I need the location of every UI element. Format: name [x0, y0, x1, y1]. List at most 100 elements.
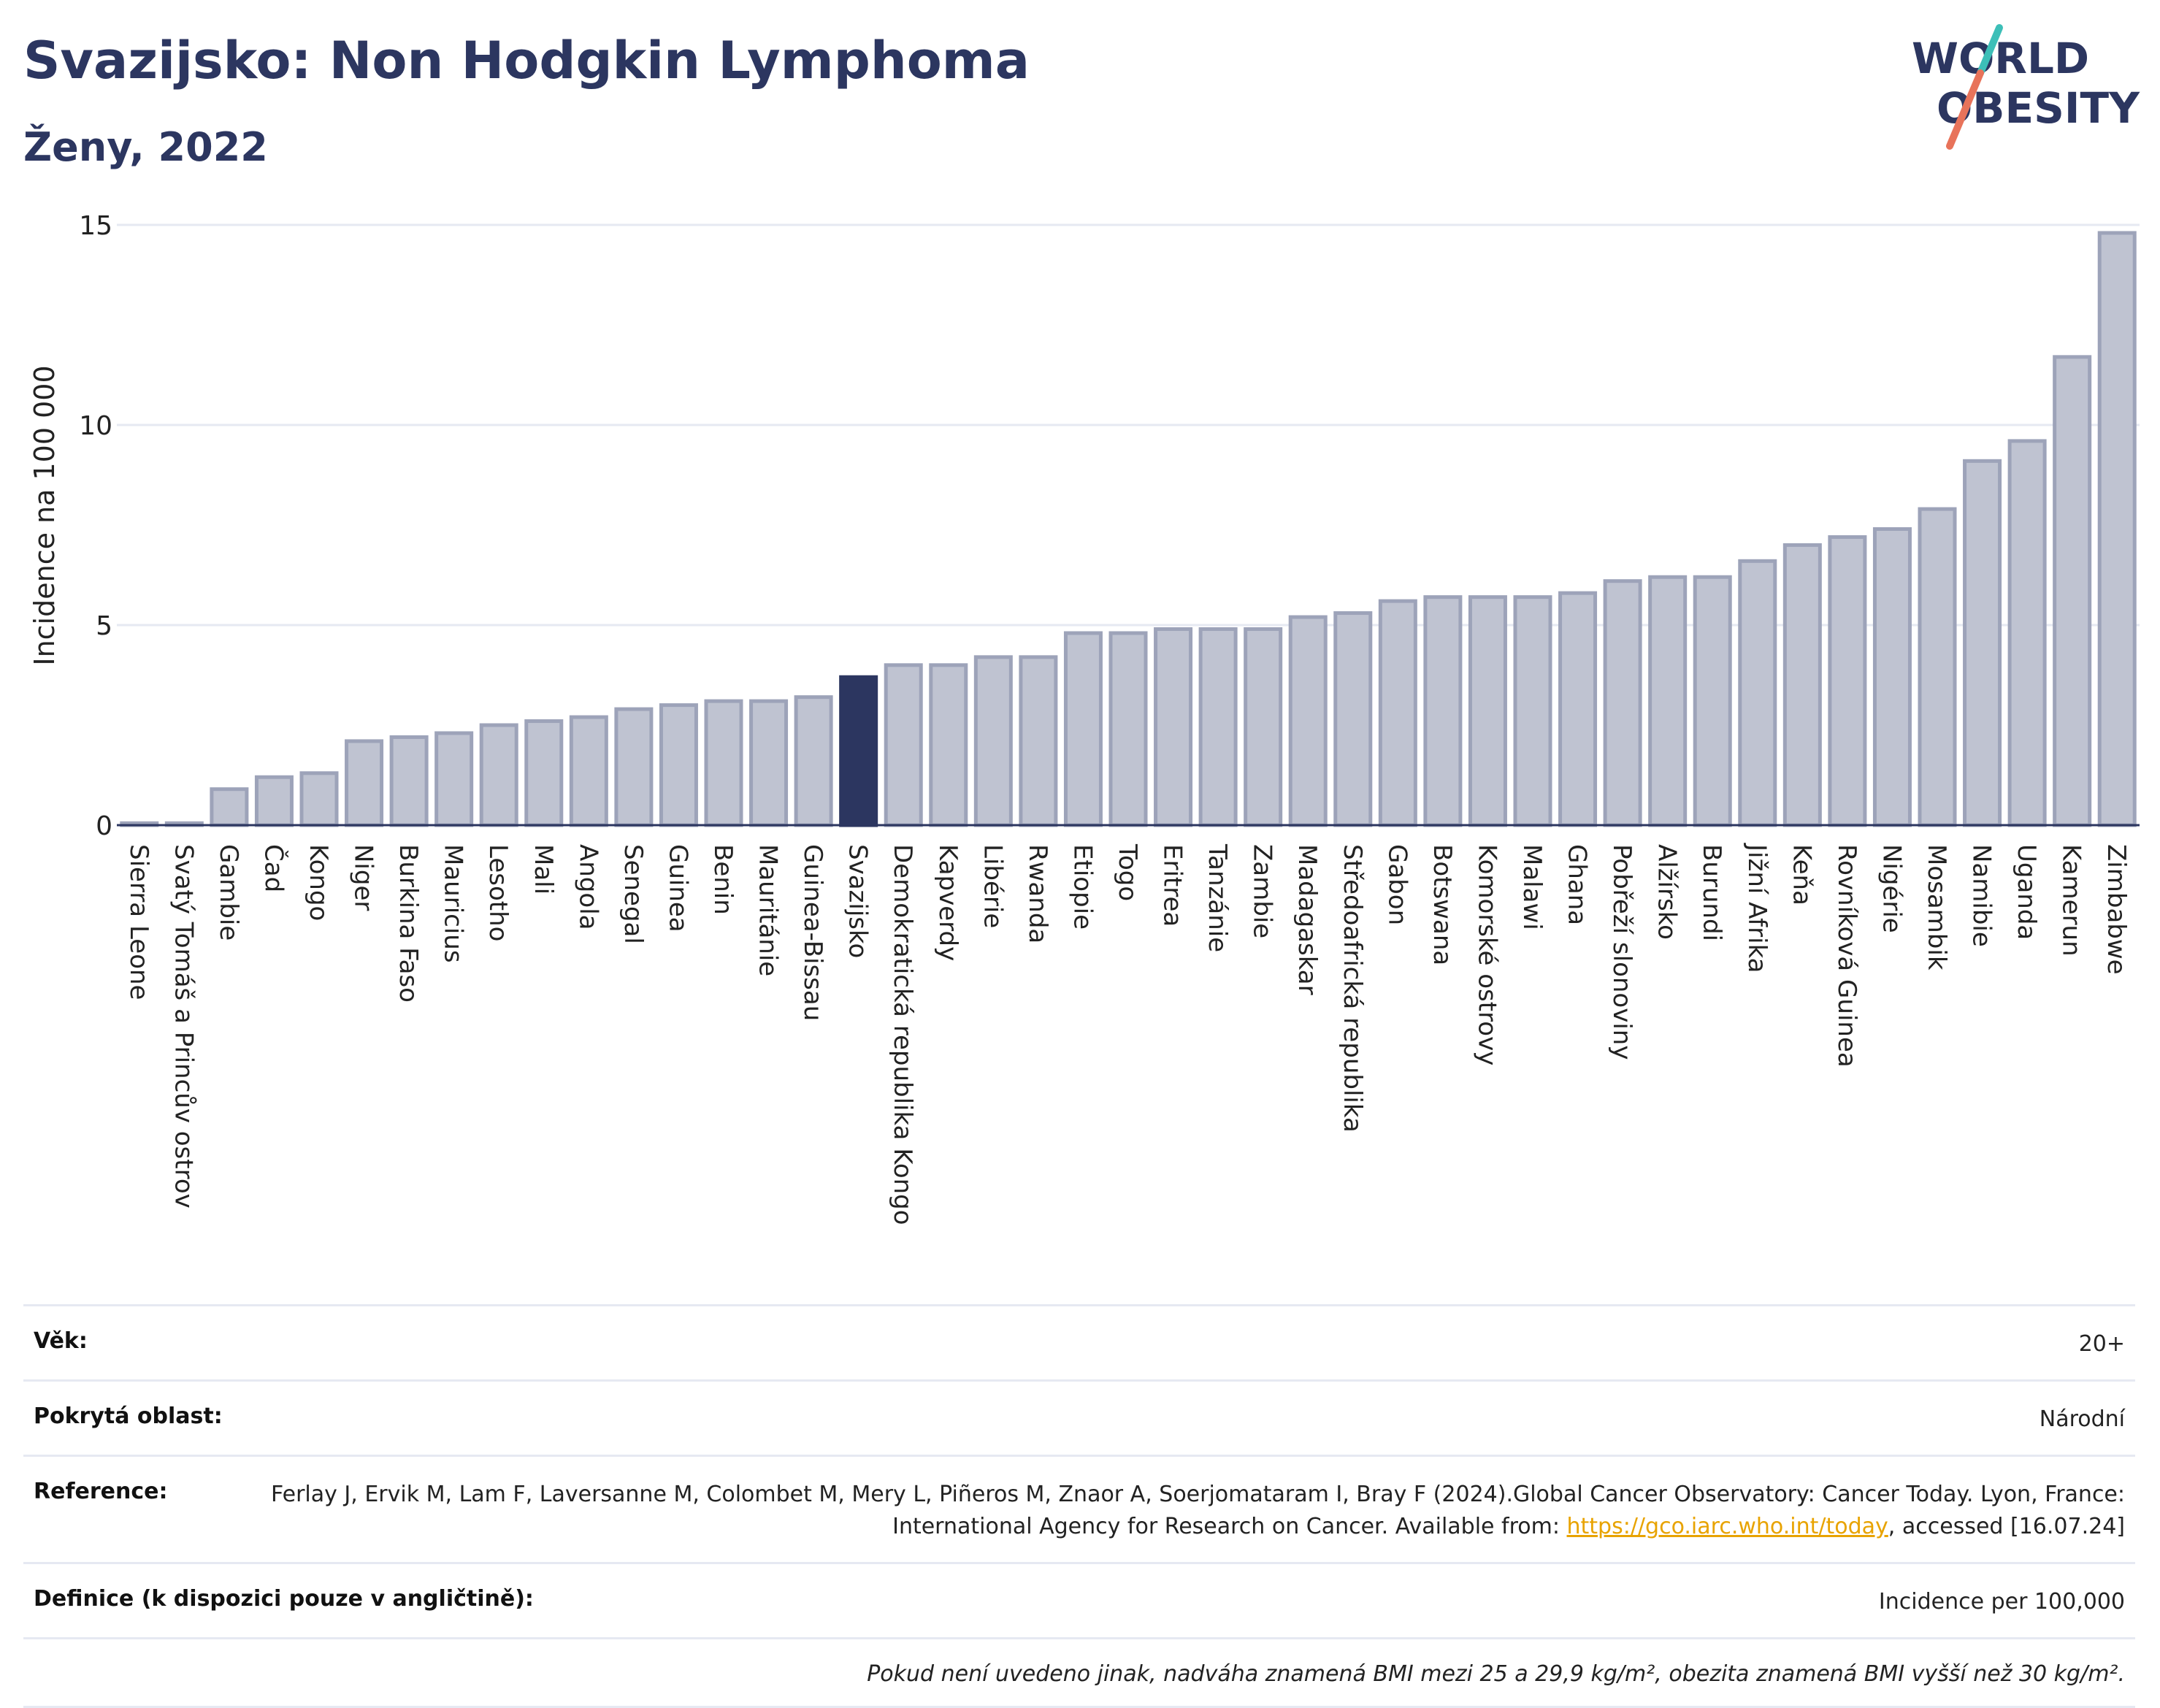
x-tick-label: Pobřeží slonoviny — [1607, 844, 1636, 1060]
bar — [2097, 231, 2137, 827]
x-tick-label: Guinea — [663, 844, 692, 932]
x-tick-label: Zimbabwe — [2102, 844, 2131, 975]
bar — [524, 719, 564, 827]
bar — [1603, 579, 1642, 827]
bar — [1108, 631, 1148, 827]
bar — [704, 699, 743, 827]
x-tick-label: Lesotho — [483, 844, 513, 941]
bar — [2053, 355, 2092, 827]
x-tick-label: Uganda — [2012, 844, 2041, 940]
x-tick-label: Botswana — [1428, 844, 1457, 965]
x-tick-label: Sierra Leone — [124, 844, 153, 1000]
x-tick-label: Mauritánie — [754, 844, 783, 976]
reference-link[interactable]: https://gco.iarc.who.int/today — [1566, 1514, 1888, 1539]
bar — [659, 703, 698, 827]
bar — [210, 787, 249, 827]
age-label: Věk: — [34, 1328, 88, 1354]
x-tick-label: Guinea-Bissau — [798, 844, 827, 1021]
bar — [839, 675, 878, 827]
x-tick-label: Gambie — [214, 844, 243, 941]
x-tick-label: Svatý Tomáš a Princův ostrov — [169, 844, 198, 1209]
x-tick-label: Niger — [349, 844, 378, 911]
info-table: Věk: 20+ Pokrytá oblast: Národní Referen… — [23, 1304, 2135, 1708]
area-value: Národní — [2039, 1406, 2125, 1432]
x-tick-label: Tanzánie — [1203, 843, 1232, 952]
bar — [973, 655, 1013, 827]
x-tick-label: Ghana — [1563, 844, 1592, 925]
bar — [794, 695, 833, 827]
x-tick-label: Burkina Faso — [394, 844, 423, 1003]
bar — [1378, 599, 1417, 827]
bars — [120, 231, 2137, 827]
bar — [1513, 595, 1552, 827]
reference-text: Ferlay J, Ervik M, Lam F, Laversanne M, … — [271, 1482, 2125, 1539]
x-tick-label: Kapverdy — [933, 844, 962, 961]
x-tick-label: Angola — [573, 844, 602, 930]
x-tick-label: Senegal — [618, 844, 648, 944]
bar — [1648, 575, 1688, 827]
bar — [749, 699, 789, 827]
x-tick-label: Kamerun — [2057, 844, 2086, 957]
y-tick-label: 10 — [79, 411, 112, 441]
definition-label: Definice (k dispozici pouze v angličtině… — [34, 1586, 534, 1612]
logo-word-world: WORLD — [1912, 34, 2089, 83]
x-tick-label: Burundi — [1697, 844, 1726, 941]
bar — [299, 771, 339, 827]
page-subtitle: Ženy, 2022 — [23, 124, 268, 170]
logo-teal-slash — [1977, 24, 2003, 77]
x-tick-label: Rwanda — [1023, 844, 1052, 943]
x-tick-label: Jižní Afrika — [1742, 843, 1772, 973]
page-title: Svazijsko: Non Hodgkin Lymphoma — [23, 31, 1030, 91]
bar — [1063, 631, 1103, 827]
bar — [614, 707, 654, 827]
x-tick-label: Togo — [1113, 843, 1142, 901]
x-tick-label: Namibie — [1967, 844, 1996, 947]
bar — [1154, 627, 1193, 827]
x-tick-label: Madagaskar — [1292, 844, 1322, 995]
x-tick-label: Malawi — [1517, 844, 1547, 930]
bar — [389, 735, 429, 827]
y-axis-label: Incidence na 100 000 — [28, 365, 61, 665]
bar — [434, 731, 474, 827]
x-tick-label: Čad — [258, 844, 288, 892]
bar — [1918, 507, 1957, 827]
x-tick-label: Středoafrická republika — [1338, 844, 1367, 1133]
x-tick-label: Keňa — [1787, 844, 1816, 905]
age-value: 20+ — [2078, 1331, 2125, 1357]
bar — [1198, 627, 1238, 827]
x-tick-label: Benin — [708, 844, 738, 915]
bar — [1244, 627, 1283, 827]
x-tick-label: Nigérie — [1877, 844, 1906, 933]
x-tick-label: Svazijsko — [843, 844, 873, 958]
bar — [254, 775, 294, 827]
info-row-definition: Definice (k dispozici pouze v angličtině… — [23, 1562, 2135, 1637]
bar — [1423, 595, 1463, 827]
info-row-reference: Reference: Ferlay J, Ervik M, Lam F, Lav… — [23, 1455, 2135, 1562]
x-tick-label: Kongo — [304, 844, 333, 921]
y-tick-label: 5 — [96, 611, 112, 641]
x-tick-label: Etiopie — [1068, 844, 1097, 930]
x-tick-label: Demokratická republika Kongo — [888, 844, 917, 1225]
bar — [1963, 459, 2002, 827]
world-obesity-logo: WORLD OBESITY — [1912, 24, 2140, 150]
x-tick-label: Libérie — [978, 844, 1007, 928]
bar — [1782, 543, 1822, 827]
y-axis-ticks: 0 5 10 15 — [79, 211, 112, 841]
bar — [1828, 535, 1867, 827]
bar — [884, 663, 923, 827]
x-tick-label: Mali — [529, 844, 558, 895]
x-tick-label: Gabon — [1382, 844, 1412, 925]
area-label: Pokrytá oblast: — [34, 1403, 223, 1429]
bar — [1468, 595, 1507, 827]
x-tick-label: Mauricius — [439, 844, 468, 963]
info-row-note: Pokud není uvedeno jinak, nadváha znamen… — [23, 1637, 2135, 1708]
bar — [1738, 559, 1777, 827]
reference-value: Ferlay J, Ervik M, Lam F, Laversanne M, … — [211, 1479, 2125, 1543]
bar — [1872, 526, 1912, 827]
y-tick-label: 0 — [96, 811, 112, 841]
x-axis-labels: Sierra Leone Svatý Tomáš a Princův ostrov… — [124, 843, 2131, 1225]
reference-label: Reference: — [34, 1479, 168, 1504]
info-row-area: Pokrytá oblast: Národní — [23, 1379, 2135, 1455]
bar — [345, 739, 384, 827]
bar — [1558, 591, 1598, 827]
